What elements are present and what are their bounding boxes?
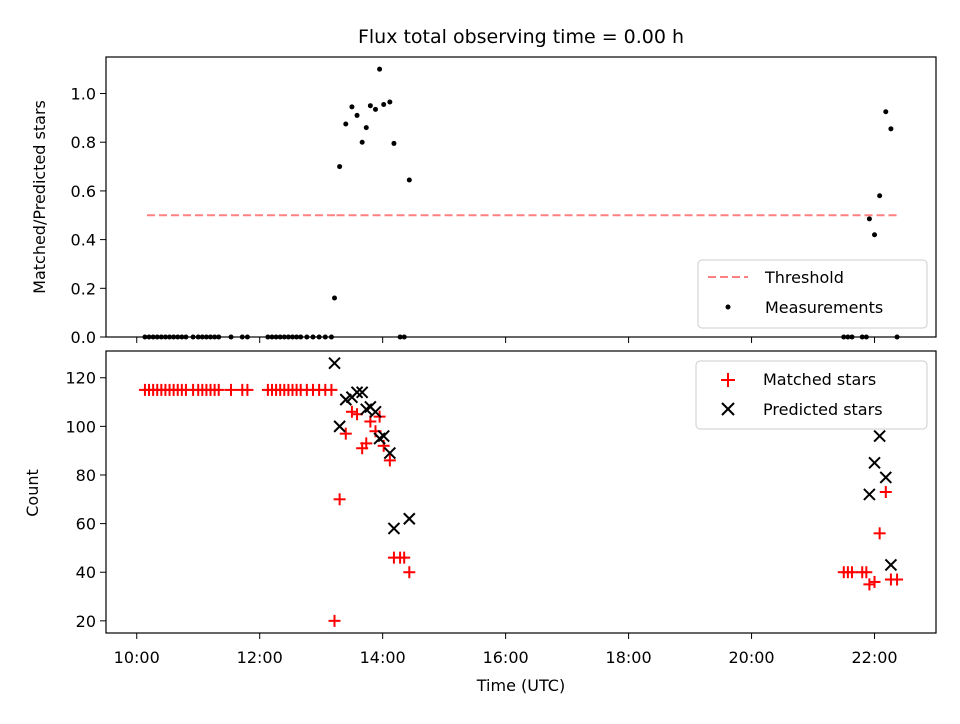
bottom-y-tick-label-1: 40	[76, 563, 96, 582]
legend-matched-swatch	[721, 373, 735, 387]
bottom-x-tick-label-4: 18:00	[606, 648, 652, 667]
predicted-star-point-8	[369, 405, 382, 418]
measurement-point-38	[349, 104, 355, 110]
top-plot-frame	[105, 56, 937, 338]
top-y-tick-label-5: 1.0	[71, 85, 96, 104]
measurement-point-60	[888, 126, 894, 132]
measurement-point-43	[372, 106, 378, 112]
matched-star-point-38	[345, 405, 358, 418]
top-y-tick-label-1: 0.2	[71, 279, 96, 298]
top-legend-box	[697, 259, 928, 329]
legend-predicted-label: Predicted stars	[763, 400, 883, 419]
measurement-point-44	[377, 66, 383, 72]
bottom-x-tick-label-6: 22:00	[851, 648, 897, 667]
legend-predicted-swatch	[721, 402, 735, 416]
bottom-x-tick-label-0: 10:00	[114, 648, 160, 667]
bottom-y-tick-label-3: 80	[76, 466, 96, 485]
bottom-legend-box	[695, 360, 928, 430]
matched-star-point-34	[325, 383, 338, 396]
measurement-point-35	[332, 295, 338, 301]
top-y-tick-label-2: 0.4	[71, 231, 96, 250]
bottom-y-tick-label-0: 20	[76, 612, 96, 631]
top-legend: Threshold Measurements	[697, 259, 928, 329]
matched-star-point-50	[403, 566, 416, 579]
bottom-y-axis-label: Count	[23, 469, 42, 517]
matched-star-point-58	[873, 527, 886, 540]
matched-star-point-18	[225, 383, 238, 396]
predicted-star-point-18	[884, 558, 898, 572]
bottom-axis-ticks: 20 40 60 80 100 120 10:00 12:00 14:00 16:00 18:00 2…	[65, 369, 897, 667]
bottom-plot-frame	[105, 350, 937, 634]
bottom-x-tick-label-2: 14:00	[360, 648, 406, 667]
bottom-y-tick-label-4: 100	[65, 417, 96, 436]
legend-measurements-swatch	[725, 304, 731, 310]
top-chart-title: Flux total observing time = 0.00 h	[358, 26, 684, 48]
measurement-point-50	[406, 177, 412, 183]
measurement-point-45	[381, 101, 387, 107]
measurement-point-46	[387, 99, 393, 105]
bottom-x-tick-label-3: 16:00	[483, 648, 529, 667]
measurement-point-42	[367, 103, 373, 109]
predicted-star-point-15	[868, 456, 881, 470]
bottom-y-tick-label-2: 60	[76, 515, 96, 534]
matched-star-point-55	[860, 566, 873, 579]
bottom-data-marks	[138, 356, 904, 627]
matched-star-point-59	[879, 486, 892, 498]
measurement-point-47	[391, 140, 397, 146]
predicted-star-point-10	[377, 429, 390, 443]
predicted-star-point-16	[873, 429, 886, 443]
top-y-tick-label-3: 0.6	[71, 182, 96, 201]
matched-star-point-41	[360, 437, 373, 450]
predicted-star-point-13	[403, 512, 416, 525]
legend-measurements-label: Measurements	[765, 298, 883, 317]
matched-star-point-17	[212, 383, 225, 396]
matched-star-point-46	[383, 454, 396, 467]
top-y-tick-label-0: 0.0	[71, 328, 96, 347]
legend-threshold-label: Threshold	[764, 268, 844, 287]
predicted-star-point-12	[387, 522, 401, 535]
matched-star-point-20	[241, 383, 254, 396]
matched-star-point-49	[398, 551, 411, 564]
bottom-legend: Matched stars Predicted stars	[695, 360, 928, 430]
matched-star-point-37	[339, 427, 352, 440]
measurement-point-39	[354, 112, 360, 118]
matched-star-point-53	[845, 566, 858, 579]
predicted-star-point-1	[333, 420, 346, 433]
predicted-star-point-0	[328, 356, 341, 370]
measurement-point-59	[883, 109, 889, 115]
measurement-point-57	[872, 232, 878, 238]
measurement-point-41	[363, 125, 369, 131]
measurement-point-40	[359, 139, 365, 145]
bottom-x-tick-label-1: 12:00	[237, 648, 283, 667]
bottom-panel: Count Time (UTC) 20 40 60 80 100 120 10:00 12:0…	[23, 350, 937, 695]
predicted-star-point-5	[355, 386, 369, 399]
measurement-point-58	[877, 193, 883, 199]
bottom-x-axis-label: Time (UTC)	[476, 676, 565, 695]
matched-star-point-35	[328, 614, 341, 627]
predicted-star-point-17	[879, 471, 892, 484]
matched-star-point-56	[863, 578, 876, 591]
matched-star-point-36	[333, 493, 346, 506]
predicted-star-point-4	[350, 386, 364, 399]
matched-star-point-57	[868, 575, 881, 588]
legend-matched-label: Matched stars	[763, 370, 876, 389]
measurement-point-37	[343, 121, 349, 127]
bottom-y-tick-label-5: 120	[65, 369, 96, 388]
predicted-star-point-14	[863, 488, 876, 501]
measurement-point-56	[866, 216, 872, 222]
predicted-star-point-11	[383, 446, 397, 460]
measurement-point-36	[337, 164, 343, 170]
top-panel: Flux total observing time = 0.00 h Match…	[30, 26, 937, 347]
top-y-tick-label-4: 0.8	[71, 133, 96, 152]
matched-star-point-61	[891, 573, 904, 586]
bottom-x-tick-label-5: 20:00	[729, 648, 775, 667]
top-axis-ticks: 0.0 0.2 0.4 0.6 0.8 1.0	[71, 85, 876, 347]
top-y-axis-label: Matched/Predicted stars	[30, 100, 49, 294]
